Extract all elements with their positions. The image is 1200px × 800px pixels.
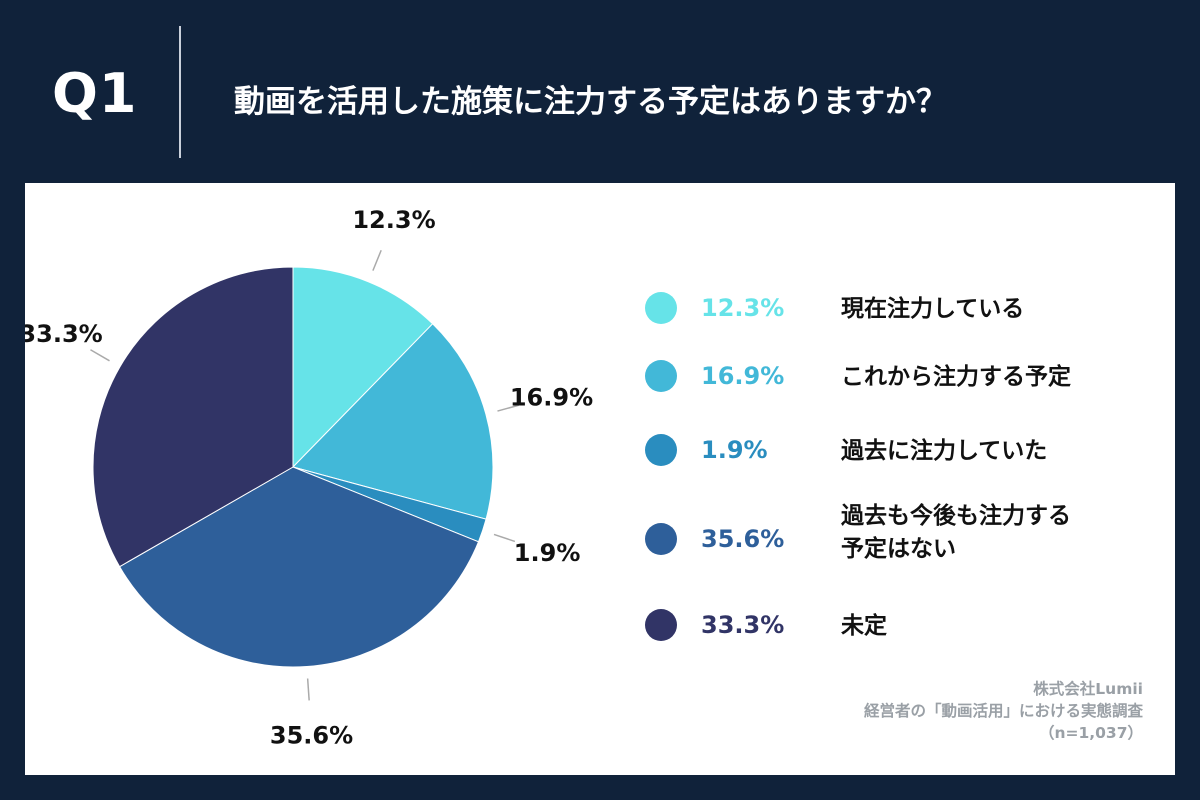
pie-slice [92,266,294,568]
legend-label: これから注力する予定 [841,364,1071,390]
legend-percent: 35.6% [701,525,785,553]
leader-line [372,249,382,271]
legend-item: 1.9% 過去に注力していた [645,430,1165,470]
legend-label-line: 予定はない [841,536,956,562]
legend-label: 過去も今後も注力する 予定はない [841,500,1161,566]
credit-sample-size: （n=1,037） [1038,724,1143,742]
legend-item: 16.9% これから注力する予定 [645,356,1165,396]
legend-dot [645,609,677,641]
header-divider [179,26,181,158]
leader-line [306,678,310,701]
slice-value-label: 12.3% [352,206,435,234]
pie-slice [118,466,480,668]
legend-percent: 12.3% [701,294,785,322]
credit-survey: 経営者の「動画活用」における実態調査 [863,702,1143,720]
source-credit: 株式会社Lumii 経営者の「動画活用」における実態調査 （n=1,037） [864,678,1143,744]
pie-slice [292,266,434,469]
legend-label: 過去に注力していた [841,438,1048,464]
leader-line [493,533,516,543]
leader-line [90,349,110,362]
legend-label-line: 過去も今後も注力する [841,503,1071,529]
pie-chart: 12.3% 16.9% 1.9% 35.6% 33.3% [25,206,593,750]
slice-value-label: 16.9% [510,383,593,411]
legend-item: 12.3% 現在注力している [645,288,1165,328]
legend-dot [645,434,677,466]
legend-percent: 1.9% [701,436,768,464]
question-title: 動画を活用した施策に注力する予定はありますか？ [234,84,947,120]
legend-percent: 16.9% [701,362,785,390]
legend-dot [645,292,677,324]
slice-value-label: 1.9% [514,539,581,567]
legend-label: 未定 [841,613,887,639]
leader-line [497,404,519,412]
legend-item: 35.6% 過去も今後も注力する 予定はない [645,503,1165,562]
slice-value-label: 33.3% [25,320,103,348]
legend-dot [645,360,677,392]
legend-dot [645,523,677,555]
pie-slice [292,323,494,520]
credit-company: 株式会社Lumii [1033,680,1143,698]
question-number: Q1 [52,62,138,125]
legend-label: 現在注力している [841,296,1025,322]
chart-card: 12.3% 16.9% 1.9% 35.6% 33.3% 12.3% 現在注力している … [25,183,1175,775]
legend-percent: 33.3% [701,611,785,639]
legend-item: 33.3% 未定 [645,605,1165,645]
slice-value-label: 35.6% [270,721,353,749]
